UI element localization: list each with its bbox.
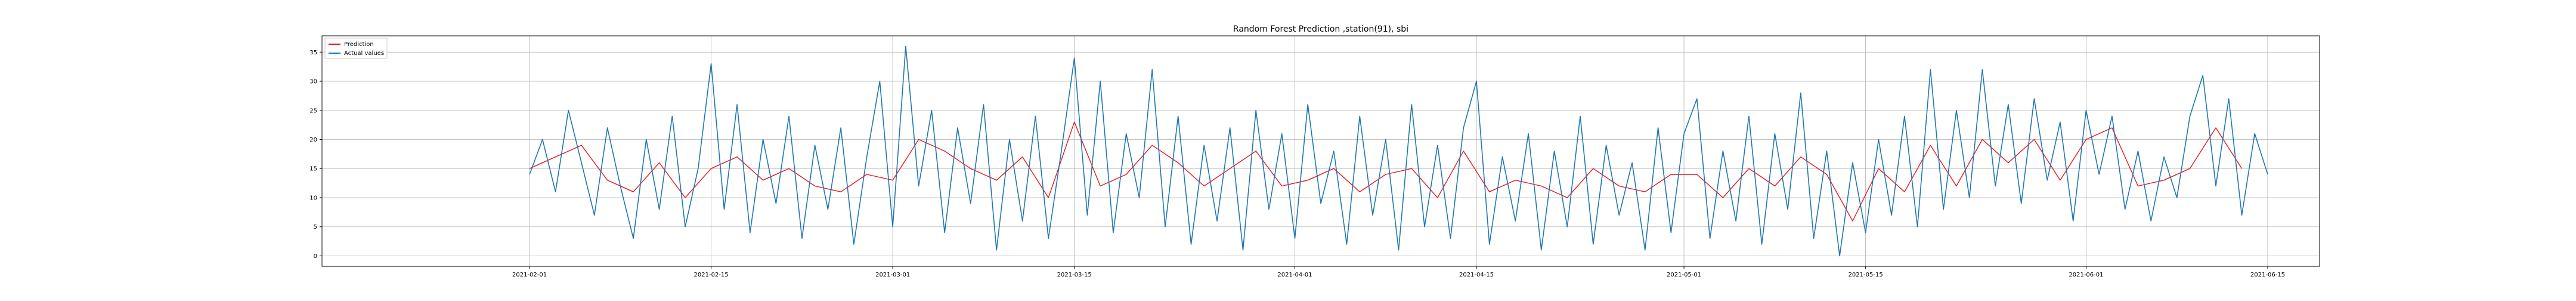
legend-box xyxy=(324,38,388,59)
x-tick-label: 2021-03-01 xyxy=(875,272,910,278)
x-tick-label: 2021-03-15 xyxy=(1057,272,1092,278)
y-tick-label: 15 xyxy=(309,166,317,173)
y-tick-label: 20 xyxy=(309,137,317,143)
y-tick-label: 5 xyxy=(314,224,317,231)
legend-label-actual: Actual values xyxy=(344,50,384,57)
y-tick-label: 10 xyxy=(309,195,317,201)
legend: Prediction Actual values xyxy=(324,38,388,59)
y-tick-label: 0 xyxy=(314,253,317,260)
y-tick-label: 35 xyxy=(309,50,317,56)
grid xyxy=(322,36,2320,266)
x-axis: 2021-02-01 2021-02-15 2021-03-01 2021-03-15… xyxy=(512,266,2285,278)
series-lines xyxy=(529,45,2268,257)
x-tick-label: 2021-06-15 xyxy=(2250,272,2285,278)
y-axis: 0 5 10 15 20 25 30 35 xyxy=(309,50,322,260)
x-tick-label: 2021-05-01 xyxy=(1667,272,1701,278)
series-line-prediction xyxy=(529,121,2243,222)
y-tick-label: 30 xyxy=(309,79,317,85)
x-tick-label: 2021-06-01 xyxy=(2069,272,2103,278)
series-line-actual xyxy=(529,45,2268,257)
x-tick-label: 2021-04-15 xyxy=(1459,272,1494,278)
x-tick-label: 2021-05-15 xyxy=(1849,272,1883,278)
legend-label-prediction: Prediction xyxy=(344,41,374,48)
x-tick-label: 2021-02-01 xyxy=(512,272,547,278)
x-tick-label: 2021-02-15 xyxy=(694,272,729,278)
y-tick-label: 25 xyxy=(309,108,317,114)
plot-frame xyxy=(321,35,2320,267)
x-tick-label: 2021-04-01 xyxy=(1277,272,1312,278)
chart-title: Random Forest Prediction ,station(91), s… xyxy=(1233,24,1408,34)
